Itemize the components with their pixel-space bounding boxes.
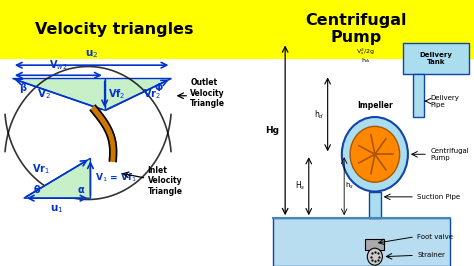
Text: V$_s^2$/2g: V$_s^2$/2g [356,47,375,57]
Circle shape [350,126,400,182]
Bar [403,43,469,74]
Text: h$_{fs}$: h$_{fs}$ [361,56,370,65]
Text: Inlet
Velocity
Triangle: Inlet Velocity Triangle [147,166,182,196]
Polygon shape [24,158,91,198]
Bar [273,218,450,266]
FancyBboxPatch shape [365,239,384,250]
Text: Vf$_2$: Vf$_2$ [108,88,126,101]
Circle shape [367,248,383,265]
Text: h$_d$: h$_d$ [314,108,324,120]
Text: V$_2$: V$_2$ [37,88,51,101]
Text: β: β [19,83,26,93]
Text: Outlet
Velocity
Triangle: Outlet Velocity Triangle [191,78,225,108]
Text: Velocity triangles: Velocity triangles [35,22,193,37]
Text: Strainer: Strainer [417,252,445,258]
Circle shape [342,117,408,192]
Text: u$_1$: u$_1$ [50,203,64,215]
Text: Delivery
Tank: Delivery Tank [420,52,453,65]
Text: Centrifugal
Pump: Centrifugal Pump [305,13,407,45]
Polygon shape [12,78,105,110]
Bar [413,74,424,117]
Bar [238,0,474,59]
Text: H$_s$: H$_s$ [295,180,305,192]
Text: Suction Pipe: Suction Pipe [417,194,460,200]
Text: Centrifugal
Pump: Centrifugal Pump [430,148,469,161]
Text: Vr$_2$: Vr$_2$ [143,88,161,101]
Bar [0,0,238,59]
Polygon shape [105,78,171,110]
Text: u$_2$: u$_2$ [85,49,98,60]
Text: V$_1$ = Vf$_1$: V$_1$ = Vf$_1$ [95,172,137,184]
Text: V$_{w2}$: V$_{w2}$ [49,58,68,72]
Text: h$_s$: h$_s$ [346,181,354,191]
Text: Vr$_1$: Vr$_1$ [32,162,50,176]
Text: Delivery
Pipe: Delivery Pipe [430,95,459,107]
Text: θ: θ [34,185,40,195]
Text: Hg: Hg [265,126,279,135]
Text: Φ: Φ [154,83,163,93]
Bar [369,192,381,218]
Text: Impeller: Impeller [357,101,393,110]
Polygon shape [91,105,117,161]
Text: Foot valve: Foot valve [417,234,453,240]
Text: α: α [77,185,84,195]
